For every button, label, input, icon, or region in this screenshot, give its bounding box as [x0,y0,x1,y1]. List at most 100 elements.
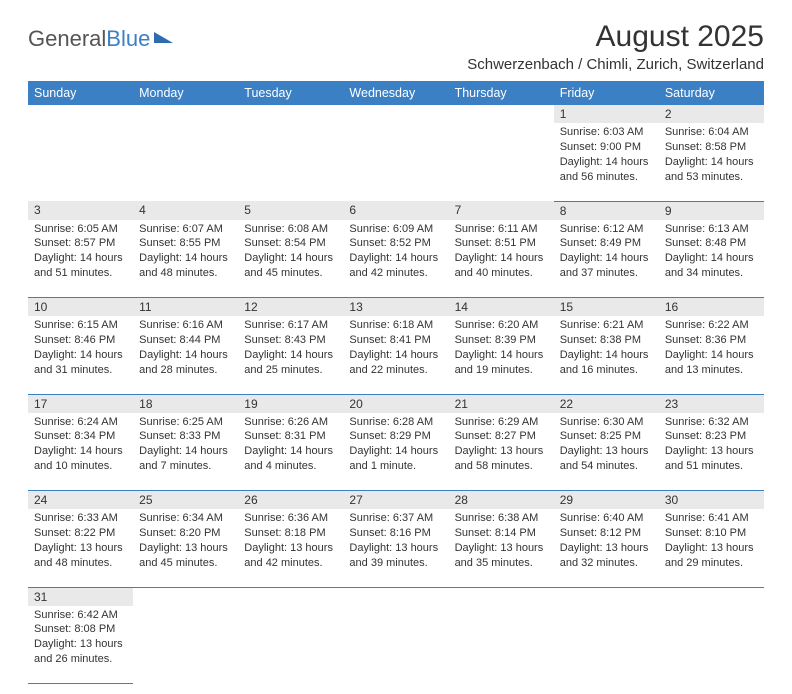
day-cell: Sunrise: 6:07 AMSunset: 8:55 PMDaylight:… [133,220,238,298]
day-details: Sunrise: 6:15 AMSunset: 8:46 PMDaylight:… [28,316,133,381]
day-number-cell: 29 [554,491,659,510]
day-details: Sunrise: 6:34 AMSunset: 8:20 PMDaylight:… [133,509,238,574]
weekday-header: Sunday [28,81,133,105]
page-title: August 2025 [467,20,764,54]
sunset-line: Sunset: 8:31 PM [244,430,325,442]
sunrise-line: Sunrise: 6:42 AM [34,609,118,621]
day-cell: Sunrise: 6:38 AMSunset: 8:14 PMDaylight:… [449,509,554,587]
day-cell: Sunrise: 6:17 AMSunset: 8:43 PMDaylight:… [238,316,343,394]
day-number-cell [659,587,764,606]
sunset-line: Sunset: 8:51 PM [455,237,536,249]
sunrise-line: Sunrise: 6:11 AM [455,223,538,235]
day-number-cell [133,587,238,606]
sunrise-line: Sunrise: 6:04 AM [665,126,749,138]
day-cell: Sunrise: 6:03 AMSunset: 9:00 PMDaylight:… [554,123,659,201]
day-details: Sunrise: 6:33 AMSunset: 8:22 PMDaylight:… [28,509,133,574]
day-cell: Sunrise: 6:20 AMSunset: 8:39 PMDaylight:… [449,316,554,394]
day-cell: Sunrise: 6:40 AMSunset: 8:12 PMDaylight:… [554,509,659,587]
daylight-line: Daylight: 14 hours and 1 minute. [349,445,438,472]
day-number-cell [449,587,554,606]
sunset-line: Sunset: 8:44 PM [139,334,220,346]
day-cell: Sunrise: 6:32 AMSunset: 8:23 PMDaylight:… [659,413,764,491]
sunset-line: Sunset: 8:10 PM [665,527,746,539]
day-details: Sunrise: 6:41 AMSunset: 8:10 PMDaylight:… [659,509,764,574]
sunset-line: Sunset: 8:48 PM [665,237,746,249]
sunrise-line: Sunrise: 6:05 AM [34,223,118,235]
day-number-cell [133,105,238,123]
sunrise-line: Sunrise: 6:15 AM [34,319,118,331]
sunset-line: Sunset: 8:08 PM [34,623,115,635]
sunset-line: Sunset: 8:38 PM [560,334,641,346]
day-number-cell: 8 [554,201,659,220]
day-details: Sunrise: 6:24 AMSunset: 8:34 PMDaylight:… [28,413,133,478]
day-cell: Sunrise: 6:37 AMSunset: 8:16 PMDaylight:… [343,509,448,587]
sunrise-line: Sunrise: 6:32 AM [665,416,749,428]
daylight-line: Daylight: 14 hours and 40 minutes. [455,252,544,279]
day-details: Sunrise: 6:08 AMSunset: 8:54 PMDaylight:… [238,220,343,285]
daylight-line: Daylight: 14 hours and 48 minutes. [139,252,228,279]
day-cell: Sunrise: 6:16 AMSunset: 8:44 PMDaylight:… [133,316,238,394]
day-details: Sunrise: 6:38 AMSunset: 8:14 PMDaylight:… [449,509,554,574]
title-block: August 2025 Schwerzenbach / Chimli, Zuri… [467,20,764,73]
day-number-cell: 24 [28,491,133,510]
day-details: Sunrise: 6:29 AMSunset: 8:27 PMDaylight:… [449,413,554,478]
sunrise-line: Sunrise: 6:16 AM [139,319,223,331]
day-details: Sunrise: 6:11 AM Sunset: 8:51 PM Daylight:… [449,220,554,285]
sunset-line: Sunset: 8:49 PM [560,237,641,249]
sunset-line: Sunset: 8:41 PM [349,334,430,346]
day-number-cell: 1 [554,105,659,123]
day-cell [449,606,554,684]
day-details: Sunrise: 6:03 AMSunset: 9:00 PMDaylight:… [554,123,659,188]
day-cell: Sunrise: 6:36 AMSunset: 8:18 PMDaylight:… [238,509,343,587]
sunset-line: Sunset: 8:52 PM [349,237,430,249]
sunset-line: Sunset: 8:33 PM [139,430,220,442]
day-details: Sunrise: 6:20 AMSunset: 8:39 PMDaylight:… [449,316,554,381]
sunset-line: Sunset: 8:12 PM [560,527,641,539]
sunset-line: Sunset: 8:43 PM [244,334,325,346]
day-number-cell [238,105,343,123]
day-details: Sunrise: 6:16 AMSunset: 8:44 PMDaylight:… [133,316,238,381]
daylight-line: Daylight: 14 hours and 37 minutes. [560,252,649,279]
sunrise-line: Sunrise: 6:21 AM [560,319,644,331]
day-cell [343,123,448,201]
day-number-cell: 15 [554,298,659,317]
day-cell: Sunrise: 6:25 AMSunset: 8:33 PMDaylight:… [133,413,238,491]
day-number-cell [343,587,448,606]
day-cell: Sunrise: 6:29 AMSunset: 8:27 PMDaylight:… [449,413,554,491]
day-number-cell [449,105,554,123]
sunset-line: Sunset: 8:29 PM [349,430,430,442]
day-details: Sunrise: 6:12 AMSunset: 8:49 PMDaylight:… [554,220,659,285]
sunrise-line: Sunrise: 6:33 AM [34,512,118,524]
week-row: Sunrise: 6:05 AMSunset: 8:57 PMDaylight:… [28,220,764,298]
sunset-line: Sunset: 8:54 PM [244,237,325,249]
day-number-cell: 9 [659,201,764,220]
day-details: Sunrise: 6:36 AMSunset: 8:18 PMDaylight:… [238,509,343,574]
week-row: Sunrise: 6:42 AMSunset: 8:08 PMDaylight:… [28,606,764,684]
weekday-header: Tuesday [238,81,343,105]
daynum-row: 10111213141516 [28,298,764,317]
day-number-cell: 16 [659,298,764,317]
day-cell [133,123,238,201]
sunrise-line: Sunrise: 6:28 AM [349,416,433,428]
daylight-line: Daylight: 13 hours and 39 minutes. [349,542,438,569]
day-cell [554,606,659,684]
day-cell: Sunrise: 6:08 AMSunset: 8:54 PMDaylight:… [238,220,343,298]
day-cell: Sunrise: 6:33 AMSunset: 8:22 PMDaylight:… [28,509,133,587]
sunset-line: Sunset: 9:00 PM [560,141,641,153]
daylight-line: Daylight: 14 hours and 51 minutes. [34,252,123,279]
daynum-row: 17181920212223 [28,394,764,413]
daylight-line: Daylight: 14 hours and 25 minutes. [244,349,333,376]
sunset-line: Sunset: 8:34 PM [34,430,115,442]
daylight-line: Daylight: 13 hours and 45 minutes. [139,542,228,569]
day-number-cell: 27 [343,491,448,510]
day-details: Sunrise: 6:21 AM Sunset: 8:38 PM Daylight:… [554,316,659,381]
daylight-line: Daylight: 14 hours and 10 minutes. [34,445,123,472]
sunrise-line: Sunrise: 6:38 AM [455,512,539,524]
day-details: Sunrise: 6:13 AMSunset: 8:48 PMDaylight:… [659,220,764,285]
weekday-header: Friday [554,81,659,105]
day-details: Sunrise: 6:07 AMSunset: 8:55 PMDaylight:… [133,220,238,285]
daylight-line: Daylight: 14 hours and 16 minutes. [560,349,649,376]
day-cell: Sunrise: 6:26 AMSunset: 8:31 PMDaylight:… [238,413,343,491]
daylight-line: Daylight: 13 hours and 51 minutes. [665,445,754,472]
day-number-cell: 3 [28,201,133,220]
